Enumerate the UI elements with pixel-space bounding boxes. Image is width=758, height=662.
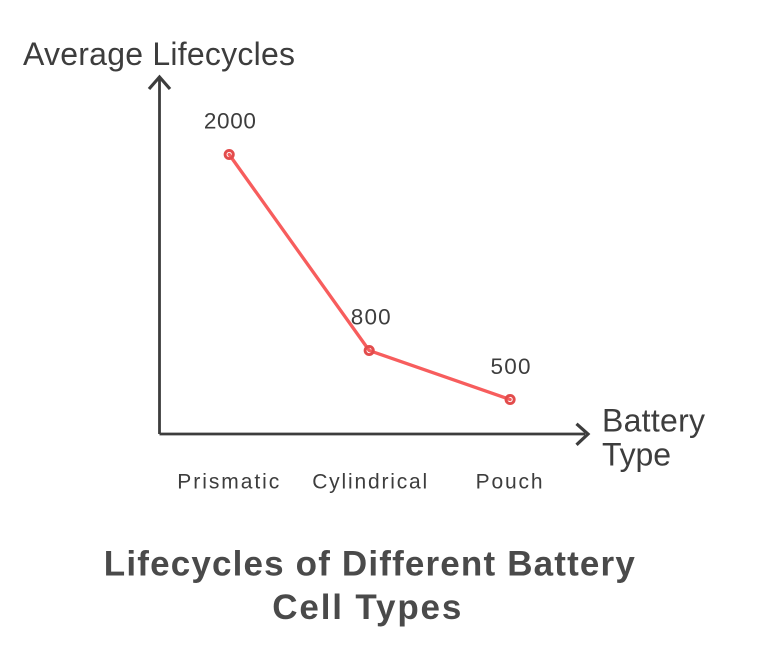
svg-text:Lifecycles of Different Batter: Lifecycles of Different Battery [104,545,636,584]
svg-text:2000: 2000 [204,109,256,134]
svg-text:Pouch: Pouch [476,470,543,493]
svg-text:Type: Type [602,437,671,473]
svg-text:Average Lifecycles: Average Lifecycles [23,36,295,72]
svg-text:800: 800 [351,305,391,330]
svg-text:Cell Types: Cell Types [272,588,461,627]
svg-text:Cylindrical: Cylindrical [312,470,427,493]
svg-text:Battery: Battery [602,403,705,439]
svg-text:Prismatic: Prismatic [177,470,279,493]
svg-text:500: 500 [491,354,531,379]
